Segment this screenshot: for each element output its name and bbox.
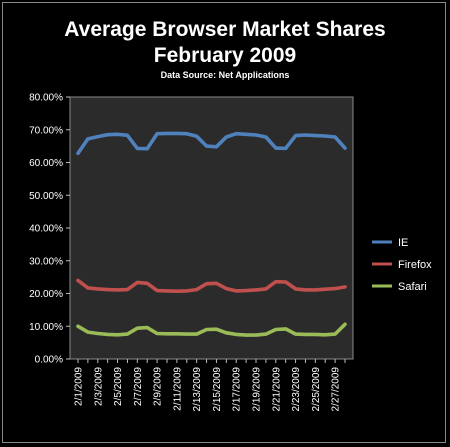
x-tick-label: 2/17/2009 <box>232 367 243 412</box>
safari-series-line <box>76 322 347 337</box>
x-tick-label: 2/3/2009 <box>93 367 104 406</box>
y-tick-label: 20.00% <box>29 289 63 300</box>
y-tick-label: 40.00% <box>29 224 63 235</box>
x-tick-label: 2/25/2009 <box>311 367 322 412</box>
x-tick-label: 2/1/2009 <box>74 367 85 406</box>
y-tick-label: 60.00% <box>29 158 63 169</box>
firefox-series-line <box>76 278 347 294</box>
x-tick-label: 2/13/2009 <box>192 367 203 412</box>
y-tick-label: 10.00% <box>29 322 63 333</box>
y-tick-label: 0.00% <box>35 355 63 366</box>
x-tick-label: 2/5/2009 <box>113 367 124 406</box>
chart-subtitle: February 2009 <box>153 44 297 67</box>
x-tick-label: 2/7/2009 <box>133 367 144 406</box>
legend-safari-label: Safari <box>398 281 427 293</box>
chart-source: Data Source: Net Applications <box>160 70 290 80</box>
x-tick-label: 2/21/2009 <box>271 367 282 412</box>
y-tick-label: 80.00% <box>29 93 63 104</box>
y-tick-label: 50.00% <box>29 191 63 202</box>
x-tick-label: 2/23/2009 <box>291 367 302 412</box>
x-tick-label: 2/27/2009 <box>331 367 342 412</box>
x-tick-label: 2/15/2009 <box>212 367 223 412</box>
y-tick-label: 70.00% <box>29 125 63 136</box>
x-tick-label: 2/9/2009 <box>153 367 164 406</box>
x-tick-label: 2/11/2009 <box>172 367 183 411</box>
chart-title: Average Browser Market Shares <box>64 18 386 41</box>
legend-firefox-label: Firefox <box>398 259 432 271</box>
ie-series-line <box>76 131 347 156</box>
y-tick-label: 30.00% <box>29 256 63 267</box>
x-tick-label: 2/19/2009 <box>252 367 263 412</box>
legend-ie-label: IE <box>398 237 408 249</box>
